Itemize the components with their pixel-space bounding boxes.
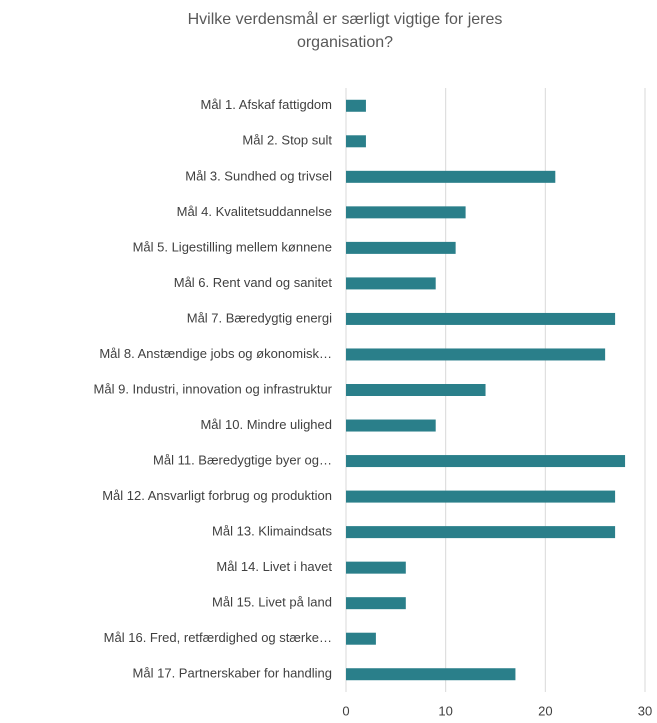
bar: [346, 384, 486, 396]
bar: [346, 348, 606, 361]
bar: [346, 99, 366, 112]
y-tick-label: Mål 12. Ansvarligt forbrug og produktion: [102, 488, 332, 503]
chart-title: Hvilke verdensmål er særligt vigtige for…: [187, 11, 503, 51]
y-tick-label: Mål 11. Bæredygtige byer og…: [153, 452, 332, 467]
y-tick-label: Mål 5. Ligestilling mellem kønnene: [133, 239, 332, 254]
y-tick-label: Mål 15. Livet på land: [212, 595, 332, 610]
bar: [346, 668, 516, 681]
y-tick-label: Mål 4. Kvalitetsuddannelse: [177, 204, 332, 219]
bar: [346, 277, 436, 290]
y-tick-label: Mål 16. Fred, retfærdighed og stærke…: [104, 630, 332, 645]
bar: [346, 561, 406, 574]
y-tick-label: Mål 17. Partnerskaber for handling: [133, 666, 332, 681]
y-tick-label: Mål 14. Livet i havet: [216, 559, 332, 574]
x-tick-label: 30: [638, 703, 652, 718]
x-tick-label: 0: [342, 703, 349, 718]
bar: [346, 241, 456, 254]
y-tick-label: Mål 3. Sundhed og trivsel: [185, 168, 332, 183]
x-tick-label: 10: [438, 703, 452, 718]
y-tick-label: Mål 6. Rent vand og sanitet: [174, 275, 333, 290]
bar: [346, 170, 556, 183]
bar: [346, 632, 376, 645]
y-tick-label: Mål 2. Stop sult: [242, 133, 332, 148]
bar: [346, 419, 436, 432]
y-tick-label: Mål 7. Bæredygtig energi: [187, 310, 332, 325]
y-tick-label: Mål 10. Mindre ulighed: [200, 417, 332, 432]
bar: [346, 455, 626, 468]
x-tick-label: 20: [538, 703, 552, 718]
bar: [346, 135, 366, 148]
y-tick-label: Mål 1. Afskaf fattigdom: [200, 97, 332, 112]
bar: [346, 312, 616, 325]
y-tick-label: Mål 9. Industri, innovation og infrastru…: [94, 381, 333, 396]
y-tick-label: Mål 13. Klimaindsats: [212, 524, 332, 539]
bar: [346, 526, 616, 539]
bar: [346, 597, 406, 610]
bar: [346, 206, 466, 219]
bar: [346, 490, 616, 503]
y-tick-label: Mål 8. Anstændige jobs og økonomisk…: [99, 346, 332, 361]
